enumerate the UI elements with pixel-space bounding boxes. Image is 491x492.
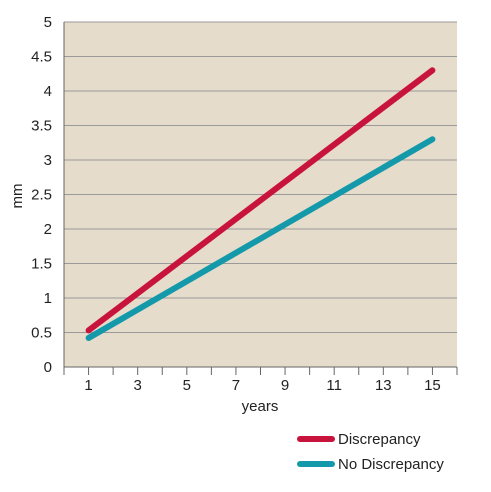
x-axis-title: years — [242, 398, 279, 415]
x-tick-label: 7 — [232, 377, 240, 394]
x-tick-label: 9 — [281, 377, 289, 394]
legend: Discrepancy No Discrepancy — [297, 431, 444, 473]
y-tick-label: 3 — [44, 152, 52, 169]
x-tick-label: 5 — [183, 377, 191, 394]
y-tick-label: 3.5 — [31, 118, 52, 135]
y-tick-label: 1.5 — [31, 256, 52, 273]
y-tick-label: 2 — [44, 221, 52, 238]
legend-label: Discrepancy — [338, 431, 421, 448]
grid-lines — [64, 21, 457, 333]
y-ticks: 0 0.5 1 1.5 2 2.5 3 3.5 4 4.5 5 — [31, 14, 52, 376]
x-tick-label: 11 — [326, 377, 342, 394]
y-tick-label: 1 — [44, 290, 52, 307]
y-tick-label: 5 — [44, 14, 52, 31]
legend-label: No Discrepancy — [338, 456, 444, 473]
y-tick-label: 4.5 — [31, 49, 52, 66]
x-tick-label: 3 — [134, 377, 142, 394]
series-line-2 — [85, 136, 436, 341]
series-lines — [85, 67, 436, 341]
y-tick-label: 0.5 — [31, 325, 52, 342]
x-tick-label: 1 — [84, 377, 92, 394]
y-axis-title: mm — [9, 184, 26, 209]
y-tick-label: 2.5 — [31, 187, 52, 204]
y-tick-label: 4 — [44, 83, 52, 100]
series-line-1 — [85, 67, 436, 334]
x-tick-label: 15 — [424, 377, 441, 394]
y-tick-label: 0 — [44, 359, 52, 376]
x-tick-label: 13 — [375, 377, 392, 394]
x-ticks: 1 3 5 7 9 11 13 15 — [63, 367, 458, 394]
